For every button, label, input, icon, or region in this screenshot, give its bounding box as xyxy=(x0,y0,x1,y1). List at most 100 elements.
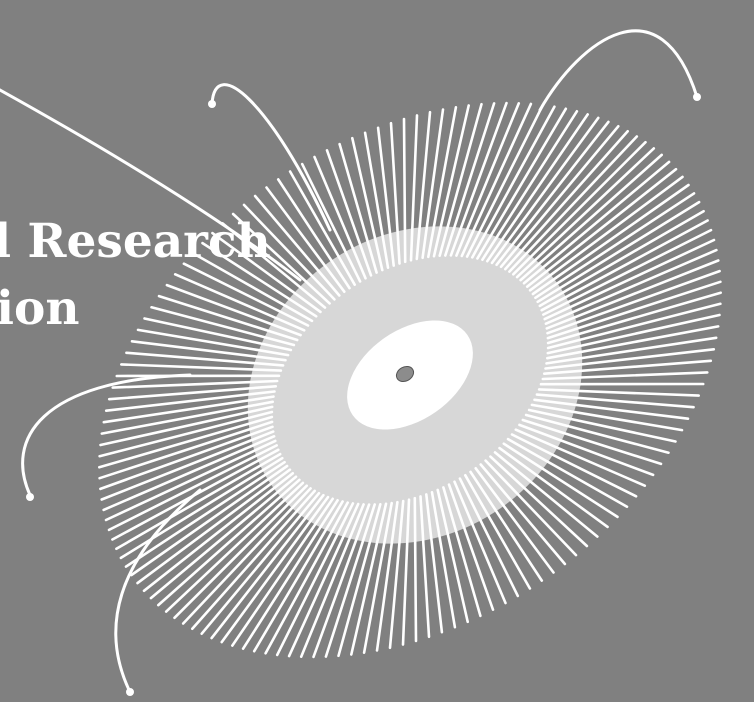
starburst-ray xyxy=(469,470,544,582)
starburst-ray xyxy=(242,203,336,301)
starburst-ray xyxy=(349,502,388,656)
starburst-ray xyxy=(511,140,647,276)
starburst-ray xyxy=(545,325,720,360)
starburst-ray xyxy=(181,487,312,625)
starburst-ray xyxy=(288,170,357,287)
starburst-ray xyxy=(102,395,275,424)
starburst-ray xyxy=(485,113,590,263)
starburst-ray xyxy=(436,488,470,624)
starburst-ray xyxy=(275,502,355,657)
starburst-ray xyxy=(376,126,396,267)
starburst-ray xyxy=(115,452,282,551)
starburst-ray xyxy=(130,339,287,362)
starburst-ray xyxy=(111,448,280,541)
starburst-ray xyxy=(402,117,407,264)
starburst-ray xyxy=(510,433,638,498)
starburst-ray xyxy=(455,102,521,257)
starburst-ray xyxy=(541,371,709,381)
wire-top-right xyxy=(538,29,699,112)
starburst-ray xyxy=(98,415,274,469)
starburst-ray xyxy=(498,446,609,529)
starburst-ray xyxy=(182,262,310,327)
starburst-ray xyxy=(107,384,278,401)
starburst-ray xyxy=(100,400,275,435)
wire-end-dot xyxy=(693,93,701,101)
starburst-ray xyxy=(430,490,457,629)
wire-top-center xyxy=(210,83,332,232)
starburst-ray xyxy=(338,142,378,274)
wire-top-left xyxy=(0,88,302,282)
starburst-ray xyxy=(442,486,482,618)
starburst-ray xyxy=(489,455,589,548)
starburst-ray xyxy=(200,491,321,636)
starburst-ray xyxy=(522,160,671,285)
starburst-ray xyxy=(432,104,471,258)
starburst-ray xyxy=(136,468,292,585)
starburst-ray xyxy=(544,248,718,326)
starburst-ray xyxy=(537,388,701,397)
starburst-ray xyxy=(506,437,629,509)
starburst-ray xyxy=(531,183,690,296)
starburst-ray xyxy=(363,131,390,270)
starburst-ray xyxy=(401,498,411,646)
starburst-ray xyxy=(313,155,367,280)
starburst-ray xyxy=(157,478,301,607)
starburst-ray xyxy=(503,129,630,271)
starburst-ray xyxy=(530,403,684,432)
starburst-ray xyxy=(164,481,305,613)
starburst-ray xyxy=(490,116,600,265)
starburst-ray xyxy=(443,102,496,257)
starburst-ray xyxy=(299,503,365,659)
starburst-ray xyxy=(479,463,567,566)
wire-end-dot xyxy=(26,493,34,501)
starburst-ray xyxy=(546,269,721,335)
starburst-ray xyxy=(143,317,293,352)
starburst-ray xyxy=(350,136,384,272)
starburst-ray xyxy=(389,121,401,265)
starburst-ray xyxy=(150,305,296,347)
starburst-ray xyxy=(463,473,532,590)
starburst-ray xyxy=(540,219,709,312)
starburst-ray xyxy=(337,502,382,658)
starburst-ray xyxy=(521,418,663,466)
starburst-ray xyxy=(107,444,279,532)
starburst-ray xyxy=(515,147,656,279)
starburst-ray xyxy=(157,294,299,342)
starburst-ray xyxy=(287,502,360,658)
starburst-ray xyxy=(474,466,555,574)
starburst-ray xyxy=(536,200,701,304)
starburst-ray xyxy=(191,252,314,323)
starburst-ray xyxy=(265,186,346,294)
starburst-ray xyxy=(525,167,678,289)
starburst-ray xyxy=(111,379,279,389)
starburst-ray xyxy=(544,347,716,370)
starburst-ray xyxy=(104,439,277,522)
starburst-ray xyxy=(545,336,718,365)
starburst-ray xyxy=(438,102,483,257)
starburst-ray xyxy=(264,501,350,655)
starburst-ray xyxy=(546,280,722,340)
starburst-ray xyxy=(542,359,713,376)
starburst-ray xyxy=(409,114,419,262)
starburst-ray xyxy=(514,428,647,488)
starburst-ray xyxy=(508,135,639,273)
starburst-ray xyxy=(541,228,713,316)
starburst-ray xyxy=(546,302,722,350)
starburst-ray xyxy=(231,212,331,305)
slide-title-line-2: ation xyxy=(0,281,80,336)
starburst-ray xyxy=(481,110,579,262)
starburst-ray xyxy=(119,456,284,560)
starburst-ray xyxy=(325,149,373,277)
starburst-ray xyxy=(98,410,274,458)
starburst-ray xyxy=(211,231,322,314)
starburst-ray xyxy=(324,503,377,658)
starburst-ray xyxy=(252,500,344,653)
starburst-ray xyxy=(528,175,684,292)
starburst-ray xyxy=(419,495,431,639)
wire-end-dot xyxy=(208,100,216,108)
wire-end-dots xyxy=(26,93,701,696)
starburst-ray xyxy=(415,110,432,261)
wire-end-dot xyxy=(126,688,134,696)
starburst-ray xyxy=(99,425,274,491)
